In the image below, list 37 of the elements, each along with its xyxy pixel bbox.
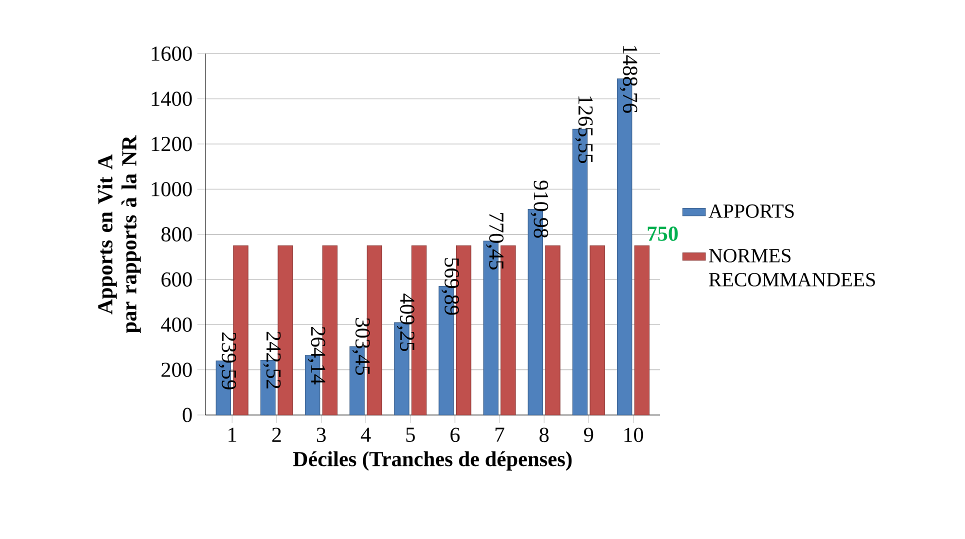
y-tick-label: 1000	[152, 182, 192, 196]
x-tick-label: 5	[406, 428, 415, 442]
legend-label: NORMES RECOMMANDEES	[708, 248, 875, 286]
data-label: 264,14	[308, 326, 326, 384]
data-label: 569,89	[442, 258, 460, 315]
bar	[545, 245, 560, 416]
data-label: 750	[648, 226, 678, 241]
y-tick-label: 0	[182, 408, 192, 422]
x-tick-label: 8	[540, 428, 549, 442]
y-axis-title: Apports en Vit A par rapports à la NR	[97, 135, 141, 334]
y-tick-label: 200	[162, 362, 192, 378]
data-label: 1488,76	[620, 46, 638, 113]
x-tick-label: 3	[316, 428, 326, 442]
bar	[590, 245, 605, 416]
x-tick-label: 10	[624, 428, 644, 442]
x-tick-label: 6	[450, 428, 460, 442]
y-tick-label: 1200	[152, 136, 192, 152]
bar	[634, 245, 650, 416]
x-tick-label: 9	[584, 428, 594, 442]
x-axis-title: Déciles (Tranches de dépenses)	[293, 451, 572, 471]
y-tick-label: 1600	[152, 46, 192, 61]
data-label: 910,98	[530, 180, 548, 238]
data-label: 1265,55	[575, 96, 593, 164]
x-tick-label: 7	[496, 428, 504, 442]
x-tick-label: 1	[228, 428, 236, 442]
data-label: 239,59	[218, 332, 236, 390]
data-label: 409,25	[396, 294, 414, 352]
y-tick-label: 800	[161, 227, 192, 242]
y-tick-label: 600	[162, 272, 192, 287]
data-label: 303,45	[352, 318, 370, 375]
legend-label: APPORTS	[708, 204, 794, 218]
x-tick-label: 2	[272, 428, 281, 442]
y-tick-label: 400	[161, 317, 192, 332]
x-tick-label: 4	[360, 428, 371, 442]
y-tick-label: 1400	[152, 92, 192, 106]
data-label: 242,52	[263, 332, 281, 388]
data-label: 770,45	[486, 213, 504, 270]
